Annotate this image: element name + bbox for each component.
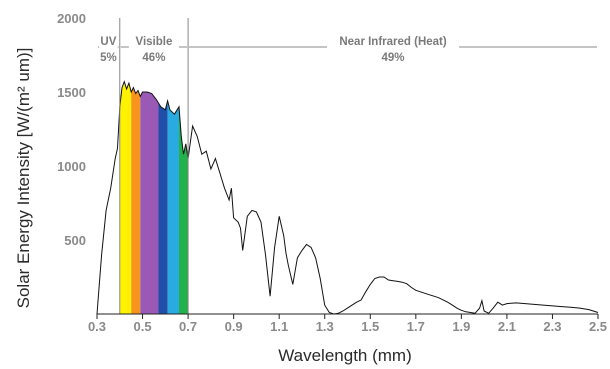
x-tick-label-1: 0.3 (88, 319, 106, 334)
y-tick-label-2: 1000 (57, 159, 86, 174)
axes: 0.3 0.5 0.7 0.9 1.1 1.3 1.5 1.7 1.9 2.1 2.3 2.5 500 1… (57, 11, 607, 334)
x-tick-label-8: 1.7 (407, 319, 425, 334)
x-tick-label-12: 2.5 (589, 319, 607, 334)
visible-band-2 (131, 87, 141, 314)
x-tick-label-6: 1.3 (316, 319, 334, 334)
visible-band-1 (119, 81, 132, 314)
region-percent-1: 5% (100, 52, 117, 64)
spectrum-curve (96, 80, 599, 315)
x-tick-label-9: 1.9 (452, 319, 470, 334)
region-name-2: Visible (135, 36, 172, 48)
y-tick-label-4: 2000 (57, 11, 86, 26)
x-tick-label-11: 2.3 (543, 319, 561, 334)
region-name-1: UV (100, 36, 116, 48)
spectrum-curve-layer (96, 80, 599, 315)
x-tick-label-7: 1.5 (361, 319, 379, 334)
region-percent-3: 49% (382, 52, 405, 64)
y-tick-label-3: 1500 (57, 85, 86, 100)
x-axis-title: Wavelength (mm) (278, 346, 412, 365)
visible-band-3 (140, 92, 159, 314)
visible-band-5 (167, 100, 179, 315)
y-tick-label-1: 500 (64, 233, 86, 248)
x-tick-label-5: 1.1 (270, 319, 288, 334)
x-tick-label-3: 0.7 (179, 319, 197, 334)
visible-band-4 (158, 100, 168, 315)
x-tick-label-10: 2.1 (498, 319, 516, 334)
region-percent-2: 46% (142, 52, 165, 64)
x-tick-label-4: 0.9 (225, 319, 243, 334)
x-tick-label-2: 0.5 (134, 319, 152, 334)
region-name-3: Near Infrared (Heat) (339, 36, 447, 48)
visible-color-bands (119, 81, 189, 315)
region-dividers: UV 5% Visible 46% Near Infrared (Heat) 49% (98, 18, 597, 314)
visible-band-6 (179, 106, 189, 314)
y-axis-title: Solar Energy Intensity [W/(m² um)] (14, 48, 33, 309)
